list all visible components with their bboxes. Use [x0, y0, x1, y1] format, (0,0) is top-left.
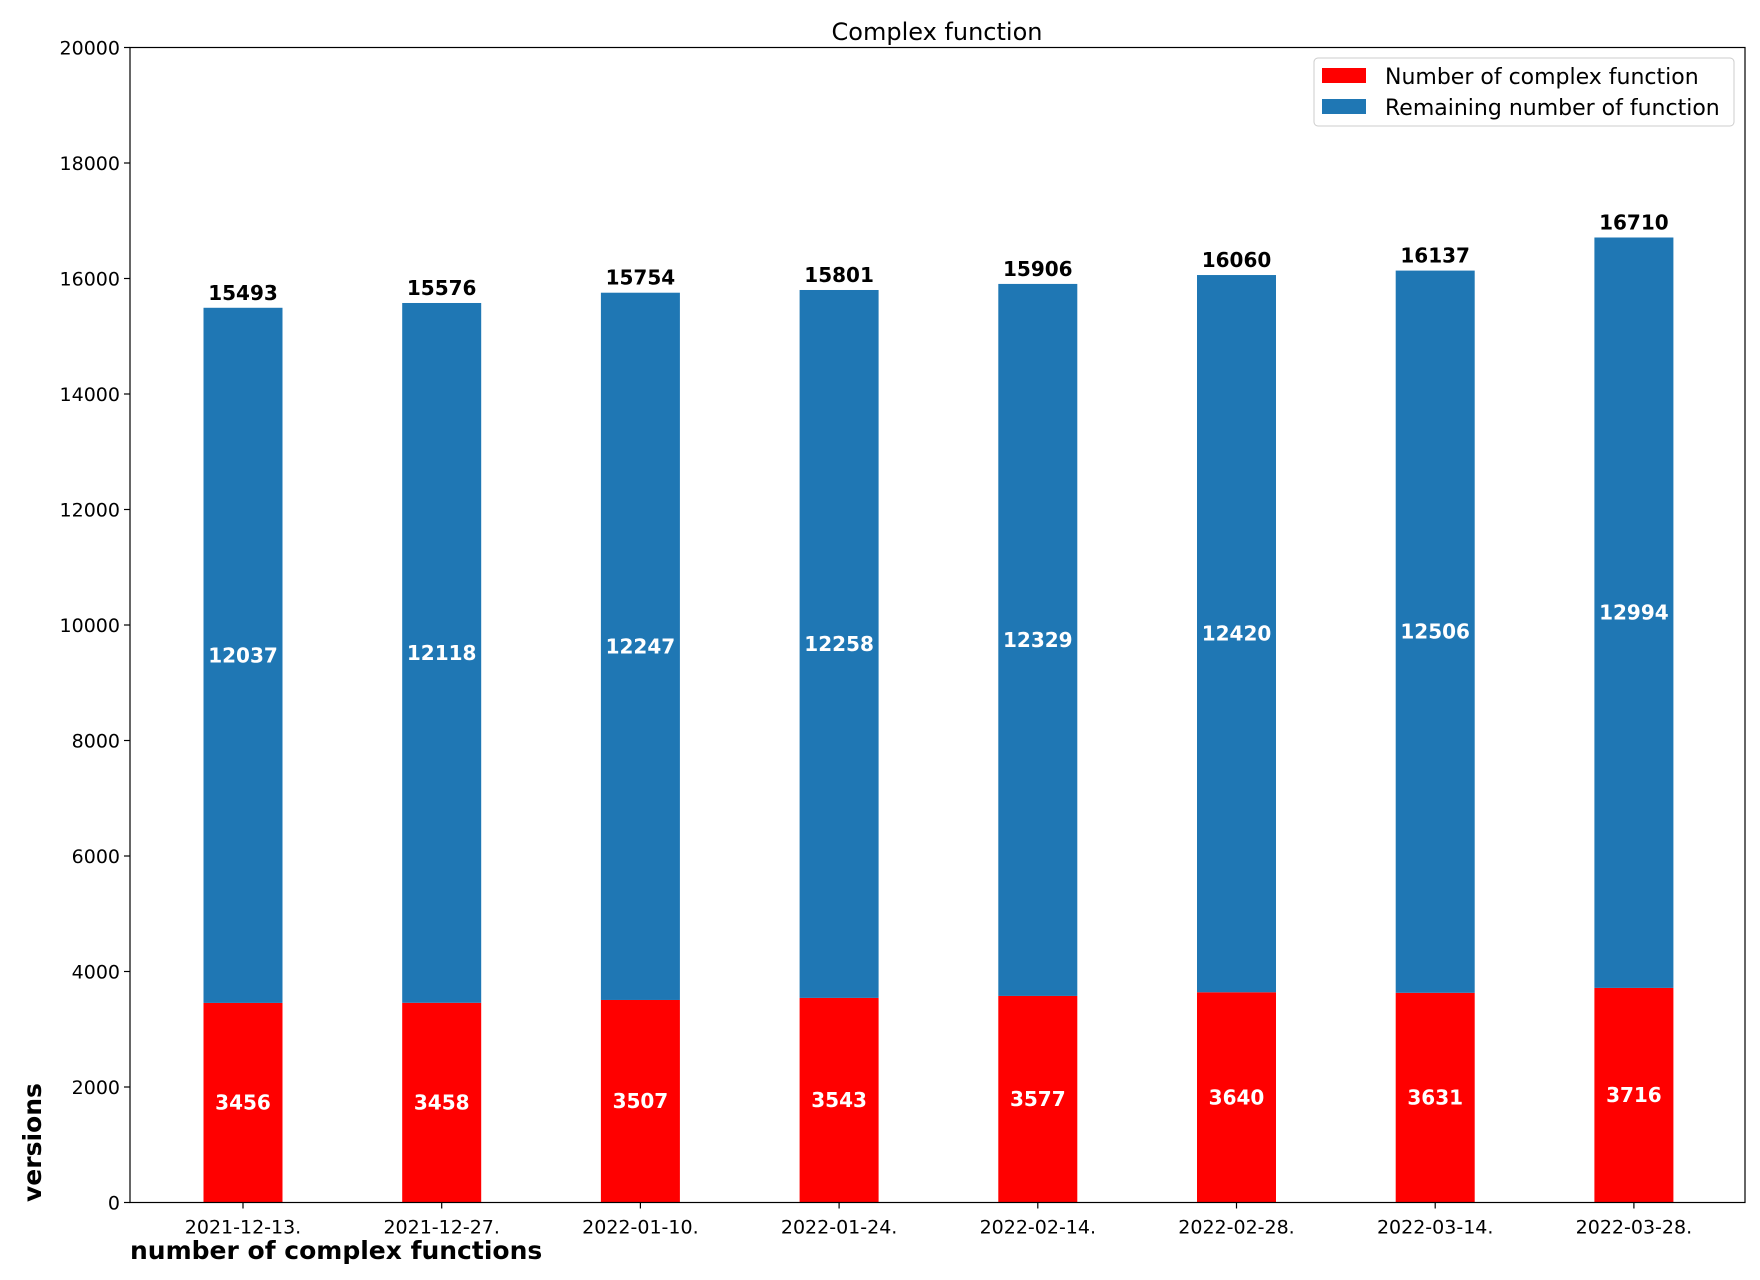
data-label-complex: 3543: [811, 1088, 867, 1112]
x-tick-label: 2022-03-14.: [1377, 1217, 1493, 1239]
y-tick-label: 0: [108, 1193, 120, 1215]
bar-labels-layer: 3456 12037 15493 3458 12118 15576 3507 12247 157…: [208, 210, 1668, 1114]
data-label-complex: 3507: [613, 1089, 669, 1113]
y-tick-label: 8000: [72, 731, 120, 753]
bar-remaining: [1594, 237, 1674, 988]
x-tick-label: 2022-02-14.: [980, 1217, 1096, 1239]
legend-box: [1313, 57, 1735, 127]
bar-complex: [799, 997, 879, 1203]
bar-complex: [600, 999, 680, 1203]
y-axis: 0 2000 4000 6000 8000 10000 12000 14000 16000 180…: [60, 38, 130, 1215]
data-label-complex: 3456: [215, 1091, 271, 1115]
x-tick-label: 2022-01-10.: [582, 1217, 698, 1239]
bar-complex: [402, 1002, 482, 1203]
bar-remaining: [600, 292, 680, 1000]
data-label-remaining: 12329: [1003, 628, 1073, 652]
y-tick-label: 6000: [72, 846, 120, 868]
bars-layer: [203, 237, 1674, 1203]
x-tick-label: 2021-12-13.: [185, 1217, 301, 1239]
legend-label-remaining: Remaining number of function: [1385, 96, 1720, 121]
data-label-complex: 3458: [414, 1091, 470, 1115]
bar-complex: [1594, 987, 1674, 1203]
legend-swatch-complex: [1322, 68, 1366, 83]
data-label-total: 16710: [1599, 210, 1669, 234]
legend-swatch-remaining: [1322, 99, 1366, 114]
x-tick-label: 2022-03-28.: [1576, 1217, 1692, 1239]
data-label-complex: 3640: [1209, 1085, 1265, 1109]
x-tick-label: 2021-12-27.: [383, 1217, 499, 1239]
chart-title: Complex function: [832, 18, 1043, 46]
data-label-total: 15906: [1003, 257, 1073, 281]
y-tick-label: 10000: [60, 615, 120, 637]
data-label-total: 15493: [208, 281, 278, 305]
data-label-complex: 3716: [1606, 1083, 1662, 1107]
x-tick-label: 2022-02-28.: [1178, 1217, 1294, 1239]
data-label-total: 15801: [804, 263, 874, 287]
data-label-complex: 3577: [1010, 1087, 1066, 1111]
legend: Number of complex function Remaining num…: [1313, 57, 1735, 127]
bar-remaining: [998, 283, 1078, 996]
data-label-remaining: 12247: [606, 634, 676, 658]
data-label-remaining: 12258: [804, 632, 874, 656]
data-label-remaining: 12037: [208, 643, 278, 667]
x-axis-label: number of complex functions: [130, 1236, 542, 1265]
y-tick-label: 2000: [72, 1077, 120, 1099]
y-tick-label: 4000: [72, 962, 120, 984]
y-tick-label: 12000: [60, 500, 120, 522]
y-tick-label: 20000: [60, 38, 120, 60]
x-axis: 2021-12-13. 2021-12-27. 2022-01-10. 2022-01…: [185, 1202, 1692, 1239]
bar-complex: [1395, 992, 1475, 1203]
data-label-total: 16060: [1202, 248, 1272, 272]
y-tick-label: 16000: [60, 269, 120, 291]
bar-complex: [203, 1002, 283, 1203]
bar-remaining: [1395, 270, 1475, 993]
plot-frame: [129, 46, 1746, 1204]
data-label-total: 16137: [1400, 244, 1470, 268]
data-label-complex: 3631: [1407, 1086, 1463, 1110]
legend-label-complex: Number of complex function: [1385, 65, 1699, 90]
x-tick-label: 2022-01-24.: [781, 1217, 897, 1239]
bar-complex: [998, 995, 1078, 1203]
data-label-remaining: 12420: [1202, 622, 1272, 646]
bar-complex: [1197, 992, 1276, 1203]
bar-remaining: [203, 307, 283, 1003]
bar-remaining: [402, 302, 482, 1003]
data-label-total: 15576: [407, 276, 477, 300]
data-label-total: 15754: [606, 266, 676, 290]
bar-remaining: [1197, 275, 1276, 993]
data-label-remaining: 12118: [407, 641, 477, 665]
y-axis-label: versions: [18, 1083, 47, 1202]
bar-remaining: [799, 289, 879, 998]
data-label-remaining: 12994: [1599, 601, 1669, 625]
y-tick-label: 14000: [60, 384, 120, 406]
y-tick-label: 18000: [60, 153, 120, 175]
data-label-remaining: 12506: [1400, 620, 1470, 644]
